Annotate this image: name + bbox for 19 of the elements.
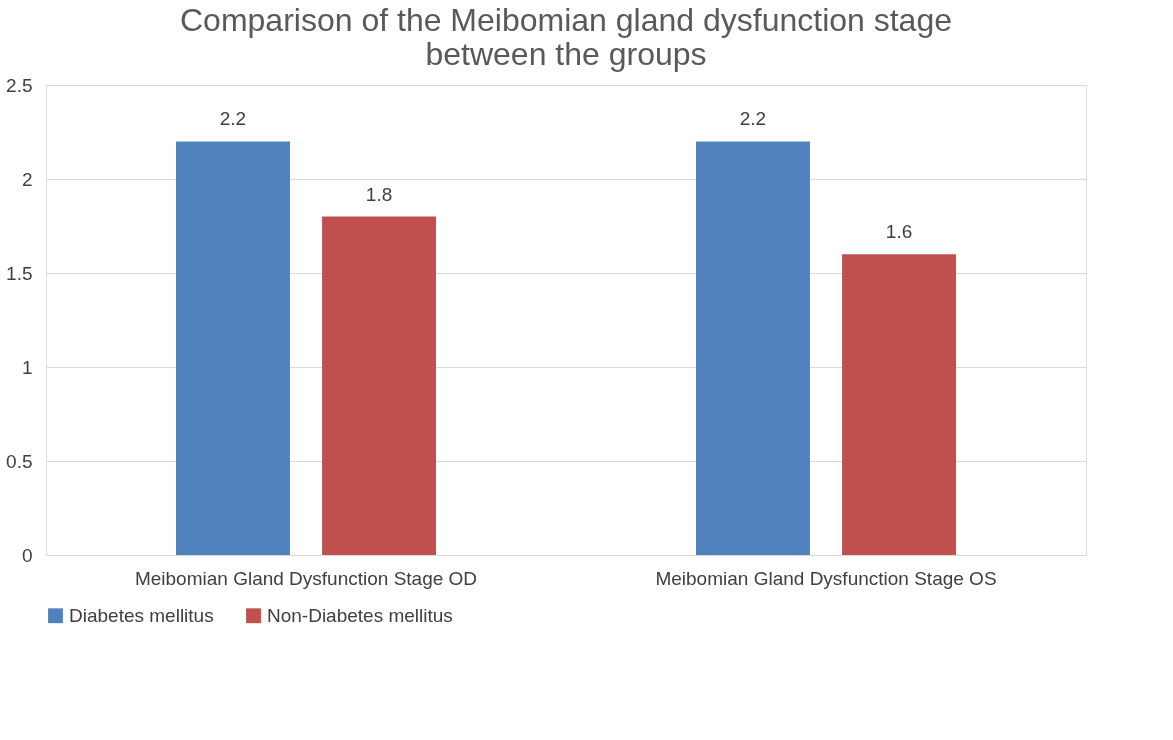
y-tick-label: 1.5: [6, 262, 33, 284]
y-tick-label: 2: [21, 168, 33, 190]
y-tick-label: 0.5: [6, 450, 33, 472]
bar: [176, 141, 290, 555]
y-tick-label: 0: [21, 544, 33, 566]
y-tick-label: 1: [21, 356, 33, 378]
legend-label: Non-Diabetes mellitus: [267, 604, 453, 626]
bar: [696, 141, 810, 555]
data-label: 1.6: [885, 221, 913, 243]
data-label: 1.8: [365, 183, 393, 205]
bar: [322, 216, 436, 555]
chart-title: Comparison of the Meibomian gland dysfunction stage between the groups: [180, 2, 952, 72]
data-label: 2.2: [219, 108, 247, 130]
x-tick-label: Meibomian Gland Dysfunction Stage OS: [655, 567, 997, 589]
data-label: 2.2: [739, 108, 767, 130]
y-tick-label: 2.5: [6, 74, 33, 96]
x-tick-label: Meibomian Gland Dysfunction Stage OD: [134, 567, 478, 589]
legend-label: Diabetes mellitus: [69, 604, 214, 626]
bar: [842, 254, 956, 555]
